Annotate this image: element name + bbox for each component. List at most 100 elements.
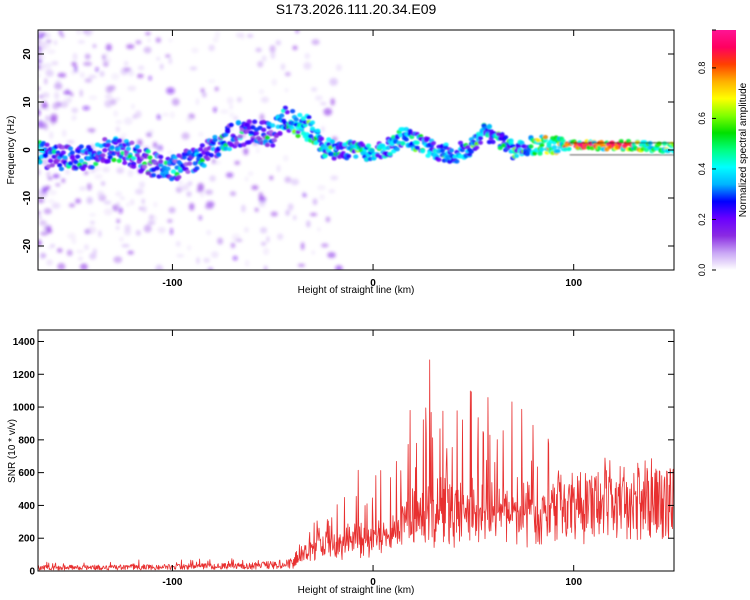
spectrogram-noise-cell — [244, 227, 249, 233]
spectrogram-noise-cell — [54, 91, 60, 100]
spectrogram-ridge-cell — [205, 156, 211, 161]
spectrogram-noise-cell — [197, 182, 205, 191]
spectrogram-noise-cell — [330, 175, 339, 181]
spectrogram-ridge-cell — [290, 109, 296, 114]
spectrogram-noise-cell — [39, 122, 48, 129]
spectrogram-noise-cell — [246, 34, 254, 38]
spectrogram-ridge-cell — [185, 169, 191, 174]
spectrogram-noise-cell — [233, 116, 238, 121]
spectrogram-ridge-cell — [528, 144, 534, 149]
spectrogram-noise-cell — [311, 250, 315, 255]
spectrogram-noise-cell — [59, 101, 69, 108]
spectrogram-noise-cell — [104, 94, 113, 100]
spectrogram-noise-cell — [46, 170, 51, 179]
spectrogram-noise-cell — [113, 256, 123, 264]
spectrogram-noise-cell — [123, 117, 133, 125]
spectrogram-noise-cell — [116, 219, 120, 224]
snr-y-tick-label: 800 — [18, 435, 35, 446]
spectrogram-noise-cell — [114, 97, 121, 102]
spectrogram-ridge-cell — [503, 135, 509, 140]
spectrogram-ridge-cell — [49, 163, 56, 168]
spectrogram-noise-cell — [214, 86, 219, 92]
spectrogram-ridge-cell — [42, 153, 48, 158]
spectrogram-ridge-cell — [531, 151, 538, 156]
spectrogram-ridge-cell — [67, 146, 74, 151]
spectrogram-noise-cell — [135, 229, 141, 236]
spectrogram-noise-cell — [148, 214, 157, 222]
spectrogram-noise-cell — [290, 178, 300, 186]
spectrogram-ridge-cell — [365, 143, 372, 148]
spectrogram-ridge-cell — [116, 138, 122, 143]
spectrogram-noise-cell — [127, 69, 135, 77]
spectrogram-noise-cell — [147, 129, 155, 134]
spectrogram-noise-cell — [60, 33, 65, 39]
spectrogram-noise-cell — [310, 87, 318, 92]
spectrogram-noise-cell — [212, 106, 218, 113]
spectrogram-noise-cell — [244, 259, 250, 267]
spectrogram-noise-cell — [119, 236, 124, 242]
spectrogram-ridge-cell — [615, 145, 621, 150]
spectrogram-ridge-cell — [329, 139, 335, 144]
spectrogram-noise-cell — [209, 175, 216, 182]
spectrogram-noise-cell — [93, 165, 101, 172]
spectrogram-ridge-cell — [134, 153, 140, 158]
spectrogram-noise-cell — [295, 30, 299, 34]
spectrogram-noise-cell — [118, 207, 123, 214]
snr-y-tick-label: 600 — [18, 468, 35, 479]
spectrogram-ridge-cell — [163, 170, 169, 175]
spectrogram-noise-cell — [205, 189, 213, 195]
spectrogram-noise-cell — [202, 91, 207, 98]
spectrogram-noise-cell — [138, 207, 143, 211]
spectrogram-noise-cell — [76, 30, 82, 35]
spectrogram-noise-cell — [188, 181, 193, 186]
spectrogram-ridge-cell — [224, 129, 231, 134]
spectrogram-noise-cell — [132, 114, 138, 120]
spectrogram-noise-cell — [168, 206, 176, 214]
spectrogram-ridge-cell — [513, 153, 520, 159]
spectrogram-noise-cell — [45, 68, 53, 77]
spectrogram-y-axis-label: Frequency (Hz) — [6, 116, 17, 185]
spectrogram-noise-cell — [259, 113, 265, 122]
spectrogram-noise-cell — [130, 198, 135, 206]
spectrogram-ridge-cell — [524, 151, 530, 157]
spectrogram-noise-cell — [203, 257, 210, 263]
spectrogram-noise-cell — [115, 120, 123, 125]
spectrogram-ridge-cell — [468, 149, 474, 154]
colorbar-tick-label: 0.2 — [697, 213, 707, 226]
spectrogram-ridge-cell — [107, 155, 113, 160]
spectrogram-ridge-cell — [187, 161, 193, 166]
spectrogram-noise-cell — [82, 105, 90, 111]
spectrogram-noise-cell — [38, 210, 41, 216]
spectrogram-ridge-cell — [665, 148, 671, 154]
spectrogram-noise-cell — [65, 169, 70, 175]
spectrogram-ridge-cell — [277, 131, 283, 136]
spectrogram-noise-cell — [260, 96, 269, 103]
spectrogram-ridge-cell — [62, 155, 68, 160]
spectrogram-ridge-cell — [246, 140, 252, 145]
spectrogram-noise-cell — [309, 212, 318, 217]
spectrogram-noise-cell — [83, 61, 92, 66]
spectrogram-noise-cell — [44, 224, 52, 232]
spectrogram-ridge-cell — [670, 142, 674, 148]
spectrogram-ridge-cell — [360, 143, 366, 148]
spectrogram-ridge-cell — [100, 153, 106, 158]
spectrogram-ridge-cell — [477, 135, 483, 141]
spectrogram-noise-cell — [269, 45, 276, 53]
spectrogram-noise-cell — [102, 166, 111, 173]
spectrogram-noise-cell — [168, 57, 173, 65]
spectrogram-ridge-cell — [212, 134, 218, 140]
spectrogram-ridge-cell — [295, 133, 301, 139]
spectrogram-ridge-cell — [89, 164, 95, 170]
spectrogram-noise-cell — [100, 181, 106, 186]
spectrogram-noise-cell — [208, 44, 215, 52]
spectrogram-noise-cell — [284, 176, 292, 183]
spectrogram-noise-cell — [257, 60, 264, 68]
spectrogram-ridge-cell — [109, 145, 115, 150]
spectrogram-noise-cell — [176, 253, 185, 258]
spectrogram-noise-cell — [292, 45, 298, 51]
spectrogram-noise-cell — [287, 203, 294, 211]
colorbar: 0.0 0.2 0.4 0.6 0.8 Normalized spectral ampl… — [697, 29, 749, 276]
spectrogram-noise-cell — [271, 78, 277, 86]
spectrogram-noise-cell — [71, 237, 77, 245]
spectrogram-noise-cell — [103, 208, 113, 216]
